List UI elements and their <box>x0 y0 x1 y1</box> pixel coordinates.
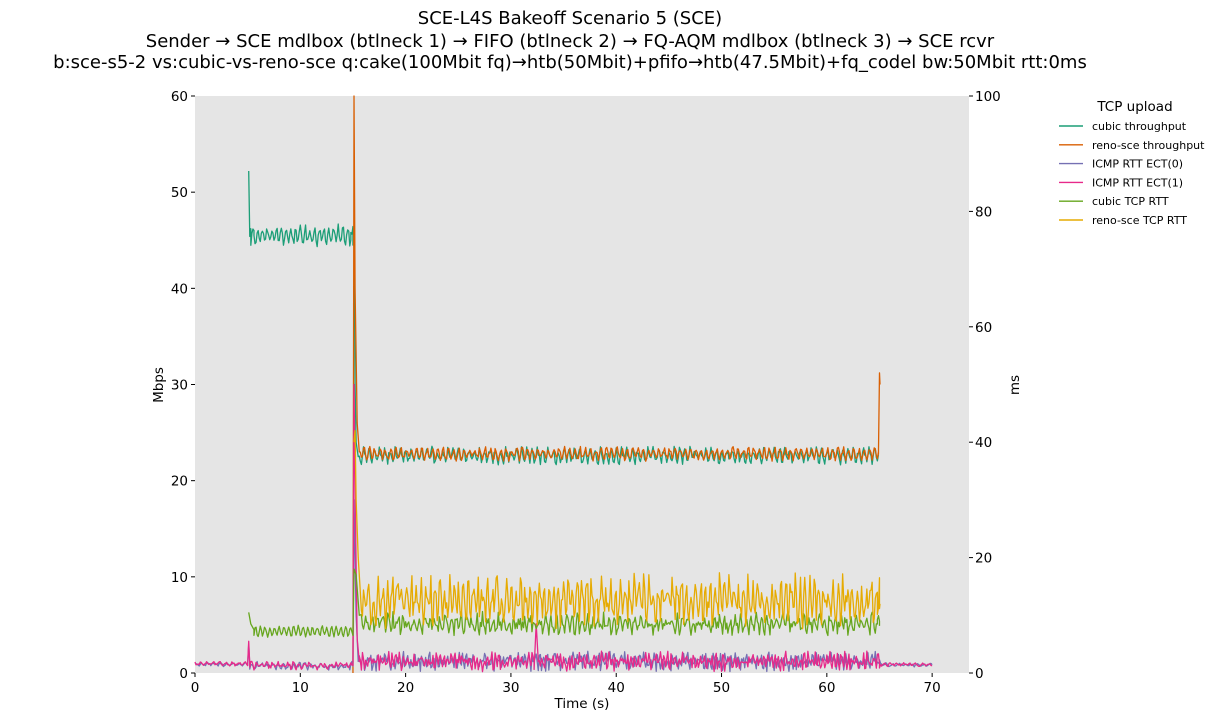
legend-label-reno-sce-throughput: reno-sce throughput <box>1092 139 1205 152</box>
x-tick-label: 40 <box>608 680 625 696</box>
series-line-cubic-tcp-rtt <box>248 568 881 638</box>
y-right-tick-label: 0 <box>975 666 984 682</box>
x-tick-label: 30 <box>502 680 519 696</box>
x-tick-label: 20 <box>397 680 414 696</box>
y-right-tick-label: 100 <box>975 89 1001 105</box>
series-layer <box>194 95 933 674</box>
series-line-icmp-rtt-ect-1- <box>194 383 933 673</box>
legend-label-icmp-rtt-ect-0-: ICMP RTT ECT(0) <box>1092 158 1183 171</box>
x-tick-label: 50 <box>713 680 730 696</box>
y-right-tick-label: 60 <box>975 320 992 336</box>
legend-label-icmp-rtt-ect-1-: ICMP RTT ECT(1) <box>1092 176 1183 189</box>
x-axis-label: Time (s) <box>554 696 610 712</box>
chart-title-line-3: b:sce-s5-2 vs:cubic-vs-reno-sce q:cake(1… <box>53 52 1087 73</box>
y-left-tick-label: 20 <box>171 474 188 490</box>
y-left-tick-label: 0 <box>179 666 188 682</box>
chart-title: SCE-L4S Bakeoff Scenario 5 (SCE) Sender … <box>53 8 1087 73</box>
x-tick-label: 60 <box>818 680 835 696</box>
y-left-tick-label: 10 <box>171 570 188 586</box>
legend-title: TCP upload <box>1096 99 1172 115</box>
y-left-tick-label: 50 <box>171 185 188 201</box>
x-tick-label: 10 <box>292 680 309 696</box>
y-left-tick-label: 60 <box>171 89 188 105</box>
x-tick-label: 0 <box>191 680 200 696</box>
y-axis-right-label: ms <box>1007 375 1023 395</box>
legend-label-cubic-throughput: cubic throughput <box>1092 120 1187 133</box>
chart-title-line-1: SCE-L4S Bakeoff Scenario 5 (SCE) <box>418 8 722 29</box>
x-tick-label: 70 <box>924 680 941 696</box>
y-right-tick-label: 20 <box>975 551 992 567</box>
legend-label-reno-sce-tcp-rtt: reno-sce TCP RTT <box>1092 214 1187 227</box>
chart-title-line-2: Sender → SCE mdlbox (btlneck 1) → FIFO (… <box>146 31 995 52</box>
y-axis-left-label: Mbps <box>151 367 167 403</box>
y-left-tick-label: 40 <box>171 281 188 297</box>
y-right-tick-label: 40 <box>975 435 992 451</box>
axes-layer: 0 10 20 30 40 50 60 70 0 10 20 30 40 50 60 0 20 40 60 80 100 <box>171 89 1001 696</box>
plot-area <box>195 96 969 673</box>
legend-label-cubic-tcp-rtt: cubic TCP RTT <box>1092 195 1169 208</box>
legend: TCP upload cubic throughput reno-sce thro… <box>1059 99 1205 227</box>
legend-items: cubic throughput reno-sce throughput ICMP … <box>1059 120 1205 227</box>
y-right-tick-label: 80 <box>975 204 992 220</box>
series-line-reno-sce-throughput <box>352 95 881 674</box>
series-line-reno-sce-tcp-rtt <box>353 430 881 630</box>
y-left-tick-label: 30 <box>171 378 188 394</box>
